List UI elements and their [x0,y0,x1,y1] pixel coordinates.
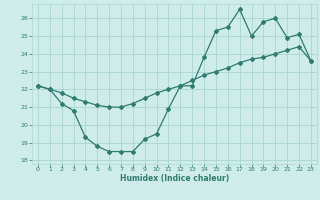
X-axis label: Humidex (Indice chaleur): Humidex (Indice chaleur) [120,174,229,183]
